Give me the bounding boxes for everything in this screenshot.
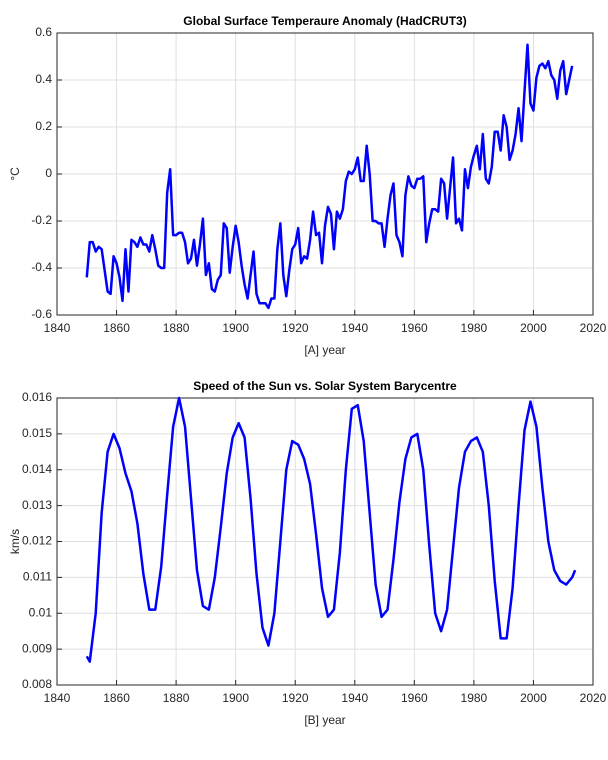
y-tick-label: 0.01	[29, 605, 53, 619]
y-tick-label: 0.6	[35, 25, 52, 39]
x-tick-label: 1960	[401, 321, 428, 335]
x-tick-label: 1960	[401, 691, 428, 705]
chart-title: Global Surface Temperaure Anomaly (HadCR…	[183, 14, 466, 28]
y-tick-label: 0.013	[22, 498, 52, 512]
x-tick-label: 1980	[461, 321, 488, 335]
y-tick-label: 0.008	[22, 677, 52, 691]
data-line	[85, 43, 574, 310]
y-tick-label: -0.2	[31, 213, 52, 227]
x-tick-label: 1940	[341, 321, 368, 335]
x-tick-label: 1880	[163, 321, 190, 335]
y-tick-label: 0.009	[22, 641, 52, 655]
y-tick-label: 0.2	[35, 119, 52, 133]
x-tick-label: 2000	[520, 691, 547, 705]
x-tick-label: 1840	[44, 691, 71, 705]
y-tick-label: 0.016	[22, 390, 52, 404]
y-tick-label: -0.6	[31, 307, 52, 321]
x-tick-label: 2020	[580, 321, 607, 335]
x-tick-label: 1900	[222, 321, 249, 335]
x-tick-label: 1860	[103, 321, 130, 335]
x-tick-label: 1860	[103, 691, 130, 705]
y-tick-label: 0.011	[23, 570, 52, 584]
x-tick-label: 1880	[163, 691, 190, 705]
x-tick-label: 1920	[282, 691, 309, 705]
x-axis-label: [A] year	[304, 343, 345, 357]
x-tick-label: 1920	[282, 321, 309, 335]
y-tick-label: 0.012	[22, 534, 52, 548]
axes-box	[56, 397, 594, 686]
y-tick-label: 0.015	[22, 426, 52, 440]
y-tick-label: 0.4	[35, 72, 52, 86]
y-tick-label: -0.4	[31, 260, 52, 274]
x-axis-label: [B] year	[304, 713, 345, 727]
y-tick-label: 0.014	[22, 462, 52, 476]
data-line	[85, 396, 577, 663]
x-tick-label: 1840	[44, 321, 71, 335]
chart-title: Speed of the Sun vs. Solar System Baryce…	[193, 379, 457, 393]
x-tick-label: 1980	[461, 691, 488, 705]
axes-box	[56, 32, 594, 316]
x-tick-label: 1940	[341, 691, 368, 705]
x-tick-label: 2020	[580, 691, 607, 705]
y-axis-label: °C	[8, 167, 22, 181]
x-tick-label: 2000	[520, 321, 547, 335]
x-tick-label: 1900	[222, 691, 249, 705]
y-axis-label: km/s	[8, 529, 22, 554]
y-tick-label: 0	[45, 166, 52, 180]
